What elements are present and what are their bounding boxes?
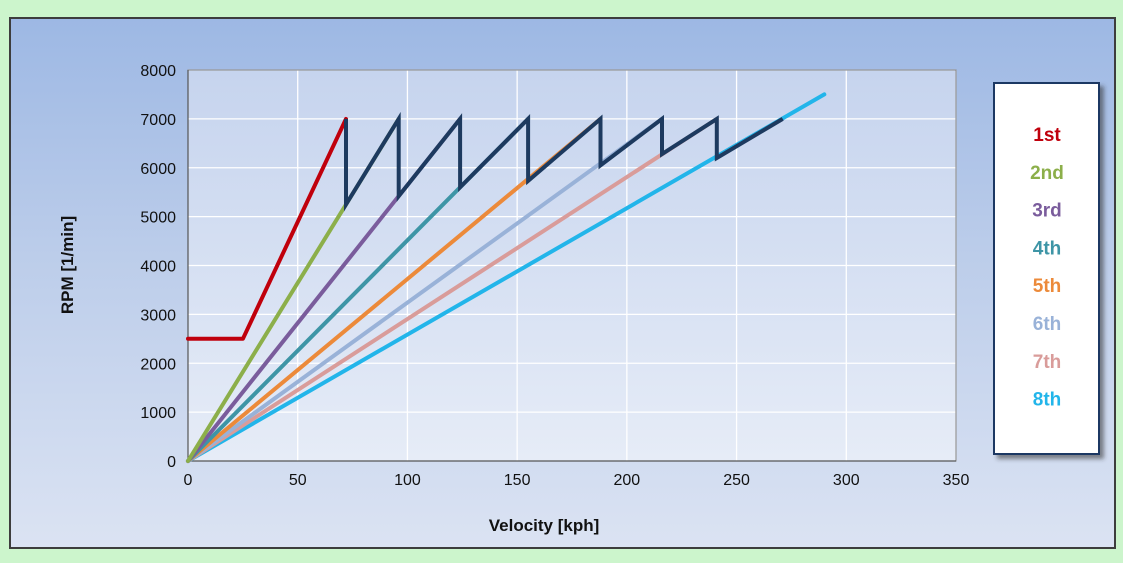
y-tick-label: 5000: [140, 210, 176, 227]
series-line-7th: [186, 116, 719, 463]
series-lines: [186, 92, 827, 463]
legend-item-4th: 4th: [1033, 238, 1062, 259]
y-tick-label: 2000: [140, 356, 176, 373]
x-axis-title: Velocity [kph]: [489, 516, 600, 535]
x-tick-label: 200: [614, 472, 641, 489]
y-tick-label: 6000: [140, 161, 176, 178]
x-tick-label: 150: [504, 472, 531, 489]
x-tick-label: 100: [394, 472, 421, 489]
y-tick-label: 4000: [140, 259, 176, 276]
series-line-1st: [186, 116, 348, 341]
y-tick-label: 7000: [140, 112, 176, 129]
x-tick-label: 350: [943, 472, 970, 489]
y-tick-label: 1000: [140, 405, 176, 422]
x-tick-label: 0: [184, 472, 193, 489]
legend-item-6th: 6th: [1033, 314, 1062, 335]
legend-item-8th: 8th: [1033, 390, 1062, 411]
y-tick-label: 8000: [140, 63, 176, 80]
tick-labels: 0 50 100 150 200 250 300 350 0 1000 2000 3000 4000 50…: [140, 63, 969, 489]
y-tick-label: 0: [167, 454, 176, 471]
x-tick-label: 300: [833, 472, 860, 489]
y-axis-title: RPM [1/min]: [58, 216, 77, 314]
legend-box: [993, 82, 1100, 455]
legend: 1st 2nd 3rd 4th 5th 6th 7th 8th: [993, 82, 1100, 455]
x-tick-label: 250: [723, 472, 750, 489]
y-tick-label: 3000: [140, 307, 176, 324]
rpm-velocity-chart: 0 50 100 150 200 250 300 350 0 1000 2000 3000 4000 50…: [58, 63, 1100, 535]
x-tick-label: 50: [289, 472, 307, 489]
axes: [187, 69, 957, 462]
legend-item-7th: 7th: [1033, 352, 1062, 373]
series-line-6th: [186, 116, 664, 463]
shift-path-line: [344, 111, 784, 212]
legend-item-1st: 1st: [1033, 125, 1061, 146]
legend-item-2nd: 2nd: [1030, 163, 1064, 184]
chart-frame: 0 50 100 150 200 250 300 350 0 1000 2000 3000 4000 50…: [9, 17, 1116, 549]
legend-item-5th: 5th: [1033, 276, 1062, 297]
legend-item-3rd: 3rd: [1032, 201, 1062, 222]
